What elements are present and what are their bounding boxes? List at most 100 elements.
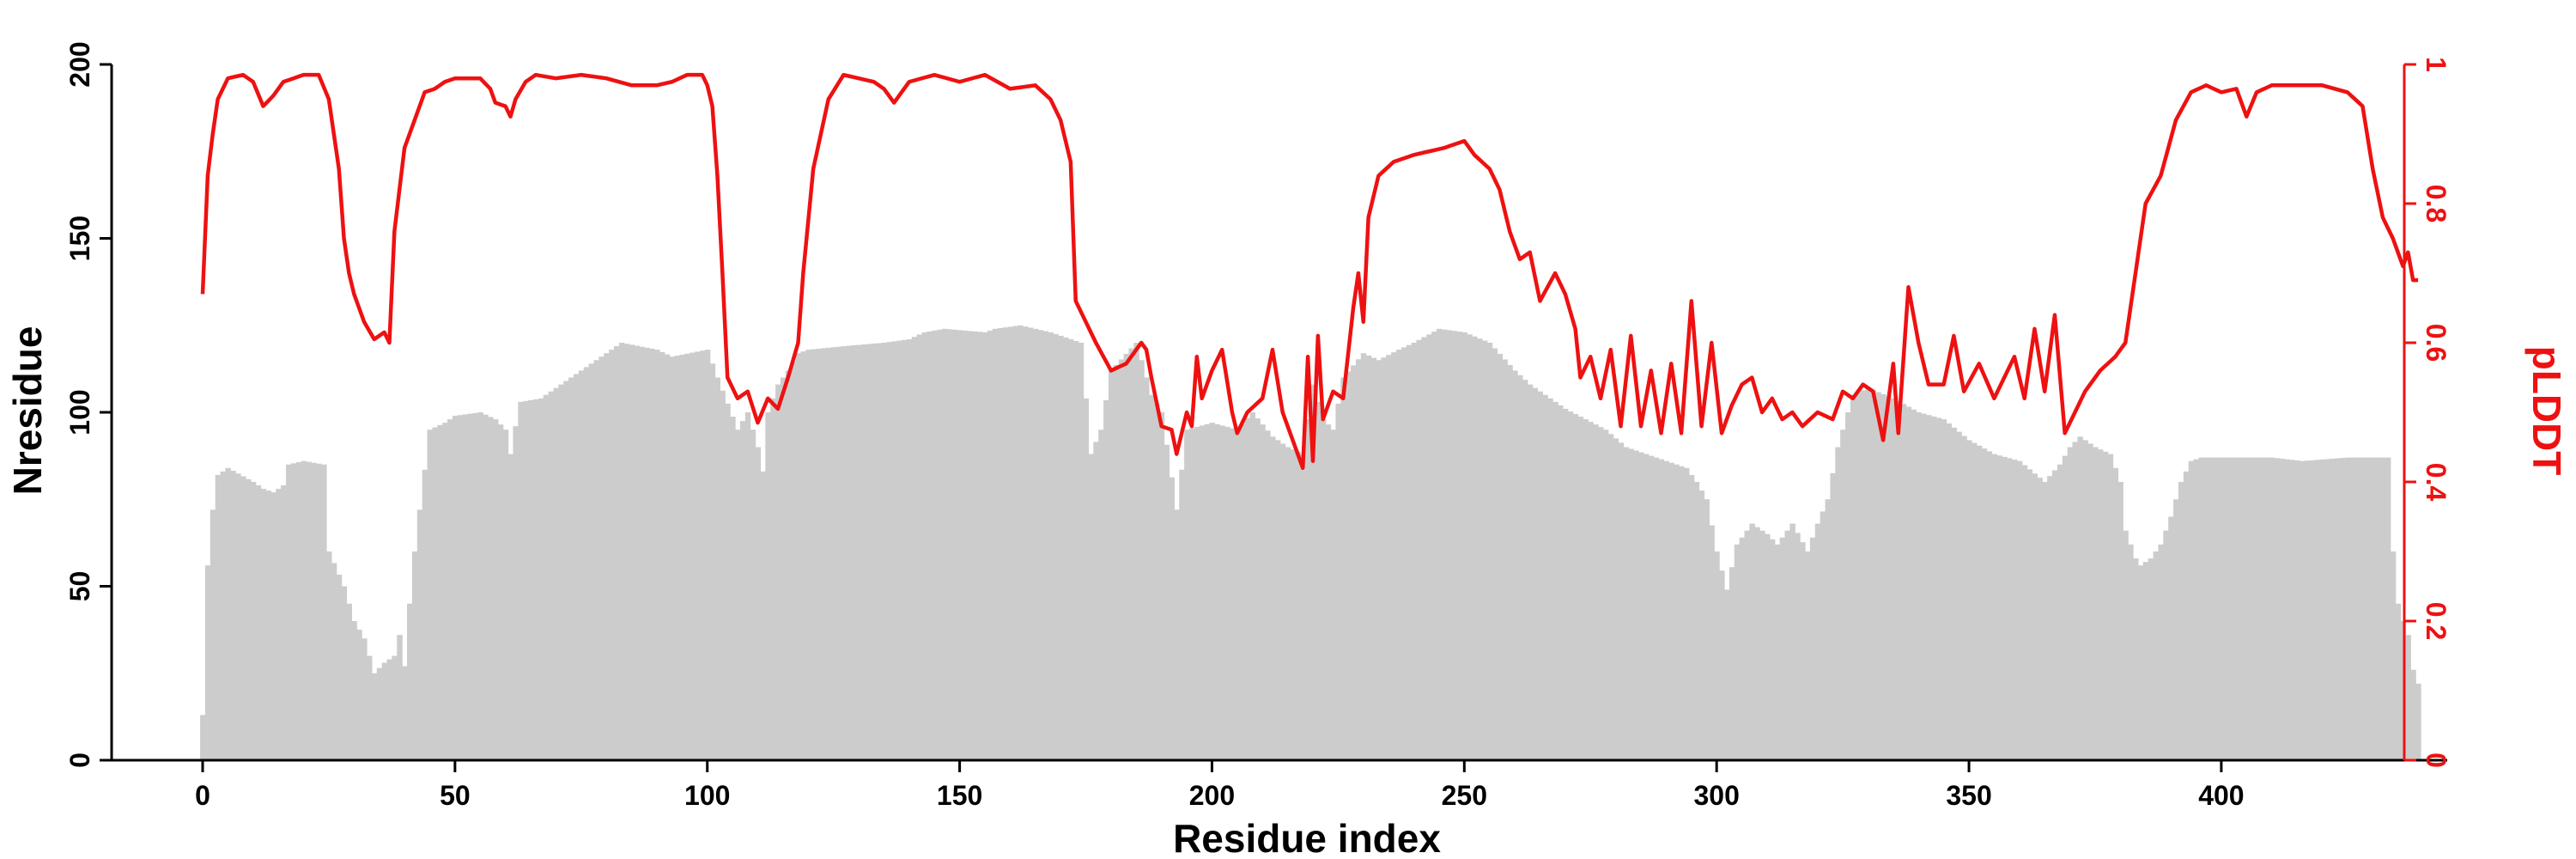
nresidue-bar (618, 343, 625, 760)
nresidue-bar (1728, 567, 1735, 760)
nresidue-bar (1400, 347, 1407, 760)
nresidue-bar (709, 363, 716, 760)
nresidue-bar (2178, 482, 2184, 760)
nresidue-bar (2072, 442, 2079, 760)
nresidue-bar (1946, 423, 1953, 760)
nresidue-bar (1219, 425, 1225, 760)
nresidue-bar (730, 417, 736, 760)
nresidue-bar (1648, 455, 1655, 761)
nresidue-bar (629, 344, 635, 760)
nresidue-bar (795, 353, 802, 760)
nresidue-bar (1850, 394, 1856, 760)
nresidue-bar (593, 360, 599, 760)
nresidue-bar (407, 603, 413, 760)
nresidue-bar (1023, 326, 1029, 760)
nresidue-bar (1552, 401, 1558, 760)
nresidue-bar (1431, 332, 1437, 760)
nresidue-bar (811, 349, 817, 760)
nresidue-bar (2370, 457, 2376, 760)
nresidue-bar (951, 329, 958, 760)
nresidue-bar (1018, 325, 1024, 760)
nresidue-bar (2300, 460, 2306, 760)
nresidue-bar (2365, 457, 2371, 760)
nresidue-bar (2112, 467, 2119, 760)
nresidue-bar (2016, 460, 2023, 760)
nresidue-bar (1330, 430, 1337, 760)
nresidue-bar (416, 509, 423, 760)
nresidue-bar (1260, 424, 1266, 760)
nresidue-bar (1759, 530, 1765, 760)
nresidue-bar (695, 351, 701, 760)
nresidue-bar (1391, 352, 1397, 760)
nresidue-bar (1905, 406, 1912, 760)
y-tick-label: 200 (64, 41, 95, 87)
nresidue-bar (1007, 326, 1013, 760)
nresidue-bar (1370, 357, 1377, 760)
nresidue-bar (427, 430, 434, 760)
nresidue-bar (523, 400, 529, 760)
nresidue-bar (1789, 523, 1795, 760)
nresidue-bar (1744, 530, 1750, 760)
nresidue-bar (1053, 333, 1059, 760)
nresidue-bar (583, 367, 590, 760)
nresidue-bar (1058, 335, 1064, 760)
nresidue-bar (2330, 459, 2336, 760)
nresidue-bar (2002, 456, 2008, 760)
nresidue-bar (1704, 499, 1710, 760)
nresidue-bar (2067, 447, 2074, 760)
nresidue-bar (1593, 424, 1599, 760)
nresidue-bar (2128, 544, 2134, 760)
nresidue-bar (306, 461, 312, 760)
nresidue-bar (1072, 340, 1079, 760)
nresidue-bar (1270, 436, 1276, 760)
nresidue-bar (2340, 458, 2346, 760)
nresidue-bar (553, 387, 559, 760)
nresidue-bar (1128, 348, 1134, 760)
nresidue-bar (2123, 530, 2129, 760)
nresidue-bar (1234, 430, 1241, 760)
nresidue-bar (2082, 440, 2088, 760)
nresidue-bar (220, 471, 227, 760)
nresidue-bar (341, 586, 348, 760)
nresidue-bar (634, 345, 640, 760)
nresidue-bar (1809, 537, 1816, 760)
nresidue-bar (1477, 338, 1483, 760)
nresidue-bar (609, 350, 615, 760)
nresidue-bar (2258, 457, 2265, 760)
nresidue-bar (1376, 360, 1382, 760)
nresidue-bar (2249, 457, 2255, 760)
nresidue-bar (568, 377, 574, 760)
nresidue-bar (664, 354, 671, 760)
nresidue-bar (1835, 447, 1841, 760)
nresidue-bar (1416, 339, 1422, 760)
nresidue-bar (1144, 377, 1150, 760)
nresidue-bar (598, 356, 605, 760)
nresidue-bar (361, 638, 368, 760)
nresidue-bar (2208, 457, 2215, 760)
nresidue-bar (1305, 419, 1311, 760)
nresidue-bar (1199, 425, 1206, 760)
nresidue-bar (1108, 370, 1115, 760)
nresidue-bar (2097, 449, 2104, 760)
nresidue-bar (2314, 460, 2321, 760)
nresidue-bar (800, 351, 806, 761)
nresidue-bar (1674, 464, 1680, 760)
x-tick-label: 350 (1946, 780, 1991, 811)
nresidue-bar (325, 551, 332, 760)
nresidue-bar (2133, 558, 2139, 760)
nresidue-bar (1295, 451, 1301, 760)
nresidue-bar (1027, 327, 1034, 760)
nresidue-bar (1739, 537, 1746, 760)
nresidue-bar (972, 331, 978, 760)
nresidue-bar (2057, 464, 2063, 760)
nresidue-bar (2026, 469, 2033, 760)
nresidue-bar (2410, 669, 2416, 760)
nresidue-bar (825, 347, 832, 760)
nresidue-bar (2360, 457, 2366, 760)
nresidue-bar (987, 330, 993, 760)
nresidue-bar (1693, 482, 1700, 760)
nresidue-bar (528, 399, 534, 760)
nresidue-bar (942, 328, 948, 760)
nresidue-bar (1865, 387, 1872, 760)
